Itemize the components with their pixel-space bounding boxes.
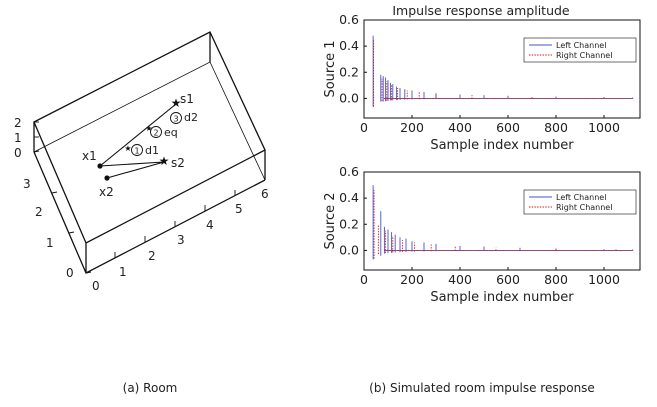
path-number-circles xyxy=(131,112,182,156)
room-ztick: 1 xyxy=(14,131,22,145)
ir-caption: (b) Simulated room impulse response xyxy=(369,381,595,395)
ir-panel-source1: 0 200 400 600 800 1000 0.0 0.2 0.4 0.6 Sample inde… xyxy=(323,12,641,153)
legend-box xyxy=(523,37,637,63)
room-tick-marks xyxy=(33,121,266,274)
label-x1: x1 xyxy=(82,149,97,163)
room-xtick: 1 xyxy=(119,265,127,279)
path-label-d1: d1 xyxy=(145,144,159,157)
path-num-1: 1 xyxy=(134,147,139,156)
plot-frame xyxy=(363,171,641,271)
x-tick-label: 400 xyxy=(448,272,472,287)
x-axis-label: Sample index number xyxy=(430,138,574,153)
label-s1: s1 xyxy=(180,92,194,106)
y-axis-label: Source 1 xyxy=(323,40,338,97)
x-tick-label: 1000 xyxy=(588,120,620,135)
path-marker-1: ★ xyxy=(124,144,131,153)
x-tick-label: 1000 xyxy=(588,272,620,287)
y-tick-label: 0.4 xyxy=(339,38,359,53)
room-caption: (a) Room xyxy=(123,381,178,395)
x-tick-label: 600 xyxy=(496,272,520,287)
mic-x1-marker xyxy=(97,163,103,169)
right-channel-trace xyxy=(373,190,633,259)
legend-label: Right Channel xyxy=(556,203,612,212)
room-source-paths xyxy=(99,103,177,179)
room-ytick: 3 xyxy=(23,177,31,191)
room-diagram xyxy=(33,31,266,274)
legend-label: Left Channel xyxy=(556,41,606,50)
path-num-2: 2 xyxy=(153,129,158,138)
path-label-eq: eq xyxy=(164,126,178,139)
room-ztick: 2 xyxy=(14,116,22,130)
legend-label: Right Channel xyxy=(556,51,612,60)
y-tick-label: 0.2 xyxy=(339,216,359,231)
room-xtick: 6 xyxy=(261,187,269,201)
x-axis-label: Sample index number xyxy=(430,290,574,305)
legend-box xyxy=(523,189,637,215)
path-num-3: 3 xyxy=(173,115,178,124)
y-tick-label: 0.0 xyxy=(339,242,359,257)
label-s2: s2 xyxy=(171,156,185,170)
room-ytick: 2 xyxy=(35,205,43,219)
source-s2-marker: ★ xyxy=(159,154,170,168)
x-tick-label: 200 xyxy=(400,272,424,287)
room-ztick: 0 xyxy=(14,146,22,160)
room-ytick: 0 xyxy=(66,266,74,280)
y-tick-label: 0.4 xyxy=(339,190,359,205)
source-s1-marker: ★ xyxy=(171,96,182,110)
right-channel-trace xyxy=(373,39,633,107)
ir-title: Impulse response amplitude xyxy=(392,3,570,18)
room-xtick: 5 xyxy=(235,202,243,216)
room-xtick: 3 xyxy=(177,233,185,247)
room-ytick: 1 xyxy=(46,236,54,250)
y-tick-label: 0.0 xyxy=(339,90,359,105)
x-tick-label: 600 xyxy=(496,120,520,135)
x-tick-label: 0 xyxy=(360,272,368,287)
room-xtick: 0 xyxy=(92,279,100,293)
ir-panel-source2: 0 200 400 600 800 1000 0.0 0.2 0.4 0.6 Sample inde… xyxy=(323,164,641,305)
x-tick-label: 0 xyxy=(360,120,368,135)
path-label-d2: d2 xyxy=(184,111,198,124)
label-x2: x2 xyxy=(99,185,114,199)
room-labels: x1 x2 s1 s2 1 d1 2 eq 3 d2 0 1 2 3 4 5 6… xyxy=(14,92,269,293)
x-tick-label: 800 xyxy=(544,120,568,135)
y-tick-label: 0.2 xyxy=(339,64,359,79)
room-points: ★ ★ ★ ★ xyxy=(97,96,181,181)
y-tick-label: 0.6 xyxy=(339,12,359,27)
path-marker-2: ★ xyxy=(145,124,152,133)
y-tick-label: 0.6 xyxy=(339,164,359,179)
x-tick-label: 800 xyxy=(544,272,568,287)
room-xtick: 2 xyxy=(148,249,156,263)
legend-label: Left Channel xyxy=(556,193,606,202)
plot-frame xyxy=(363,19,641,119)
x-tick-label: 200 xyxy=(400,120,424,135)
y-axis-label: Source 2 xyxy=(323,192,338,249)
mic-x2-marker xyxy=(104,175,110,181)
x-tick-label: 400 xyxy=(448,120,472,135)
room-box-hidden-edges xyxy=(33,61,266,181)
room-xtick: 4 xyxy=(206,218,214,232)
